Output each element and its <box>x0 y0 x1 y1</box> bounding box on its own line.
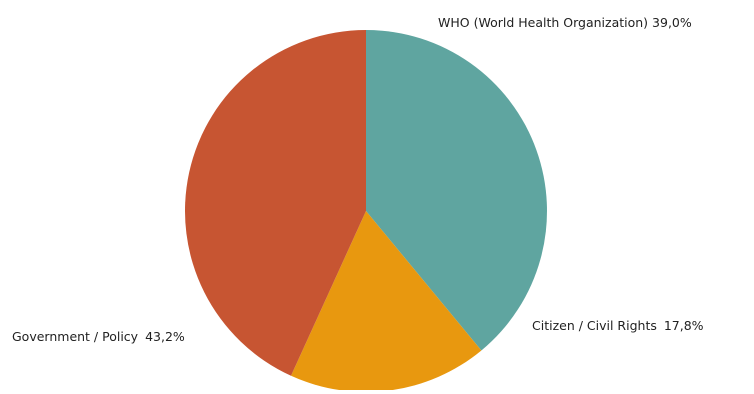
pie-labels: WHO (World Health Organization) 39,0% Ci… <box>12 15 704 344</box>
slice-label-government: Government / Policy 43,2% <box>12 329 185 344</box>
slice-citizen <box>291 211 482 392</box>
slice-who <box>366 30 547 351</box>
slice-label-citizen: Citizen / Civil Rights 17,8% <box>532 318 704 333</box>
pie-slices <box>185 30 547 392</box>
slice-label-who: WHO (World Health Organization) 39,0% <box>438 15 692 30</box>
slice-government <box>185 30 366 376</box>
